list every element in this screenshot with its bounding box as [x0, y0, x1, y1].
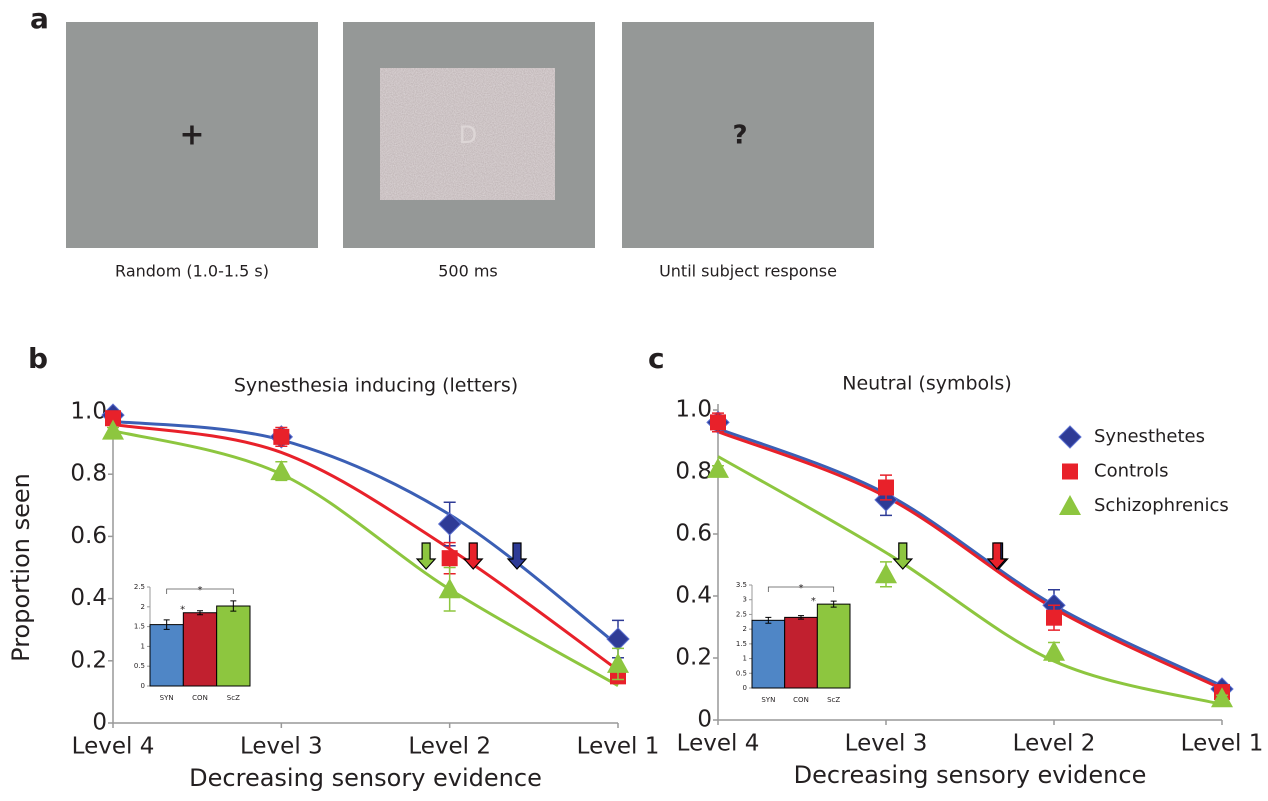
marker: [710, 414, 726, 430]
y-tick-label: 0.2: [675, 645, 712, 671]
significance-mark: *: [198, 585, 203, 596]
x-tick-label: Level 4: [72, 734, 155, 760]
chart-title: Neutral (symbols): [842, 373, 1012, 395]
figure: a + D ? Random (1.0-1.5 s) 500 ms Until …: [0, 0, 1268, 801]
inset-y-tick-label: 3.5: [736, 581, 747, 589]
inset-bar: [752, 620, 785, 688]
inset-bar: [785, 617, 818, 688]
inset-y-tick-label: 0.5: [736, 669, 747, 677]
x-axis-label: Decreasing sensory evidence: [794, 761, 1147, 789]
marker: [875, 563, 897, 583]
y-tick-label: 1.0: [675, 397, 712, 423]
marker: [273, 429, 289, 445]
x-tick-label: Level 1: [577, 734, 660, 760]
threshold-arrow: [464, 543, 482, 569]
marker: [1062, 464, 1078, 480]
significance-mark: *: [180, 605, 185, 616]
inset-bar: [150, 625, 183, 686]
inset-y-tick-label: 2.5: [736, 610, 747, 618]
panel-label: a: [30, 2, 49, 35]
inset-category-label: SYN: [160, 694, 174, 702]
marker: [439, 513, 461, 535]
marker: [878, 480, 894, 496]
inset-category-label: ScZ: [827, 696, 840, 704]
marker: [1046, 610, 1062, 626]
x-tick-label: Level 1: [1181, 731, 1264, 757]
inset-y-tick-label: 1.5: [134, 623, 145, 631]
y-tick-label: 0.6: [675, 521, 712, 547]
chart-title: Synesthesia inducing (letters): [234, 375, 518, 397]
y-axis-label: Proportion seen: [7, 473, 35, 662]
inset-bar: [183, 613, 216, 686]
x-axis-label: Decreasing sensory evidence: [189, 764, 542, 792]
y-tick-label: 0.2: [70, 647, 107, 673]
x-tick-label: Level 4: [677, 731, 760, 757]
legend-label: Synesthetes: [1094, 426, 1205, 447]
inset-y-tick-label: 0: [743, 684, 747, 692]
inset-y-tick-label: 2.5: [134, 583, 145, 591]
inset-y-tick-label: 1: [141, 642, 145, 650]
inset-category-label: CON: [793, 696, 809, 704]
inset-category-label: SYN: [761, 696, 775, 704]
inset-bar: [817, 604, 850, 688]
x-tick-label: Level 3: [240, 734, 323, 760]
marker: [442, 550, 458, 566]
panel-label: b: [28, 342, 48, 375]
inset-y-tick-label: 1: [743, 655, 747, 663]
y-tick-label: 0: [697, 707, 712, 733]
panel-label: c: [648, 342, 665, 375]
inset-y-tick-label: 2: [743, 625, 747, 633]
inset-y-tick-label: 2: [141, 603, 145, 611]
legend-label: Schizophrenics: [1094, 495, 1229, 516]
y-tick-label: 0.4: [70, 585, 107, 611]
y-tick-label: 0.6: [70, 523, 107, 549]
fit-curve: [113, 421, 618, 645]
x-tick-label: Level 3: [845, 731, 928, 757]
inset-y-tick-label: 3: [743, 596, 747, 604]
y-tick-label: 0: [92, 710, 107, 736]
inset-y-tick-label: 1.5: [736, 640, 747, 648]
marker: [1059, 495, 1081, 515]
threshold-arrow: [417, 543, 435, 569]
response-symbol: ?: [732, 121, 747, 151]
significance-mark: *: [799, 583, 804, 594]
inset-y-tick-label: 0.5: [134, 662, 145, 670]
inset-category-label: ScZ: [227, 694, 240, 702]
inset-bar: [217, 606, 250, 686]
marker: [607, 628, 629, 650]
inset-y-tick-label: 0: [141, 682, 145, 690]
stimulus-letter: D: [459, 121, 477, 149]
screen: [622, 22, 874, 248]
significance-mark: *: [811, 596, 816, 607]
y-tick-label: 1.0: [70, 399, 107, 425]
x-tick-label: Level 2: [1013, 731, 1096, 757]
y-tick-label: 0.8: [675, 459, 712, 485]
inset-category-label: CON: [192, 694, 208, 702]
marker: [1059, 426, 1081, 448]
screen-caption: Random (1.0-1.5 s): [115, 262, 269, 281]
screen-caption: 500 ms: [438, 262, 498, 281]
screen-caption: Until subject response: [659, 262, 837, 281]
y-tick-label: 0.4: [675, 583, 712, 609]
x-tick-label: Level 2: [408, 734, 491, 760]
marker: [439, 578, 461, 598]
marker: [1043, 641, 1065, 661]
fixation-symbol: +: [179, 118, 204, 153]
threshold-arrow: [894, 543, 912, 569]
y-tick-label: 0.8: [70, 461, 107, 487]
legend-label: Controls: [1094, 461, 1168, 482]
